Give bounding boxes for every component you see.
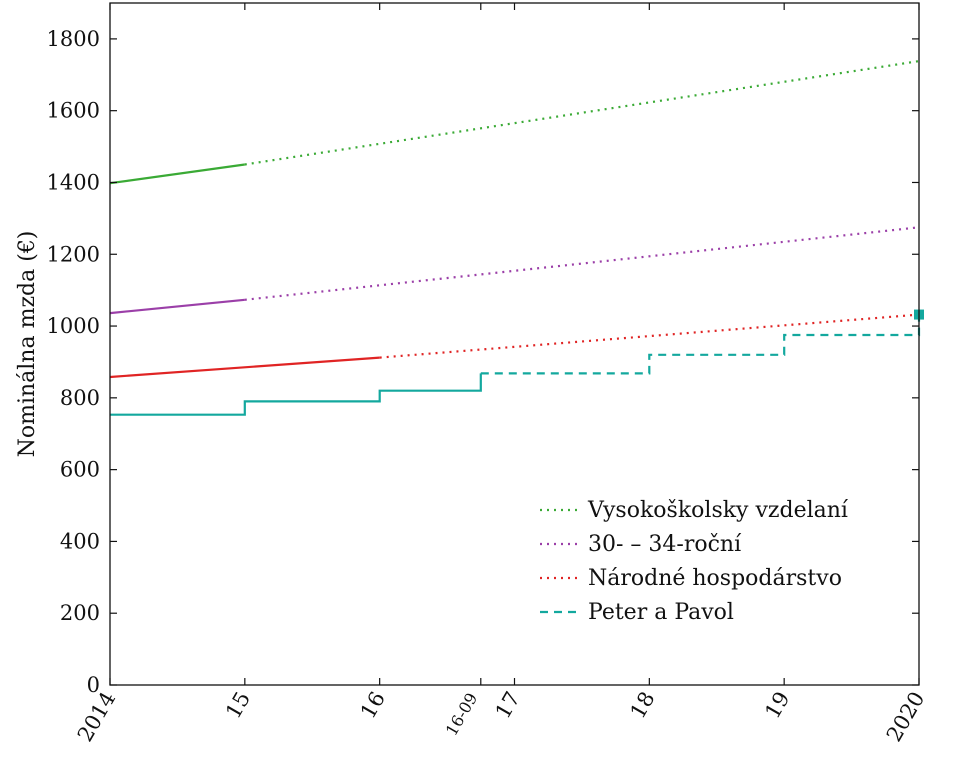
series-peter-a-pavol-actual-line [110, 373, 482, 416]
y-tick-label: 1000 [47, 314, 100, 338]
series-narodne-hospodarstvo-actual-line [109, 356, 380, 379]
y-tick-label: 800 [60, 386, 100, 410]
x-tick-label: 16-09 [442, 690, 482, 739]
x-tick-label: 19 [760, 688, 794, 723]
series-vysokoskolsky-vzdelani-actual-line [109, 163, 245, 185]
x-tick-label: 2014 [73, 688, 121, 746]
series-peter-a-pavol-projected-line [480, 314, 921, 375]
series-30-34-rocni-projected-line [244, 226, 920, 301]
y-tick-label: 1800 [47, 27, 100, 51]
x-tick-label: 16 [356, 688, 390, 723]
y-tick-label: 0 [87, 673, 100, 697]
legend-label-30-34-rocni: 30- – 34-roční [588, 532, 742, 557]
y-tick-label: 600 [60, 458, 100, 482]
y-tick-label: 200 [60, 601, 100, 625]
x-tick-label: 15 [221, 688, 255, 723]
x-tick-label: 17 [491, 688, 525, 723]
legend-label-narodne-hospodarstvo: Národné hospodárstvo [588, 566, 842, 591]
series-layer [109, 60, 924, 416]
legend-label-vysokoskolsky-vzdelani: Vysokoškolsky vzdelaní [587, 498, 849, 523]
y-tick-label: 1600 [47, 99, 100, 123]
y-axis-label: Nominálna mzda (€) [15, 231, 40, 458]
legend-label-peter-a-pavol: Peter a Pavol [588, 600, 734, 625]
y-tick-label: 1400 [47, 170, 100, 194]
series-30-34-rocni-actual-line [109, 298, 245, 315]
legend: Vysokoškolsky vzdelaní 30- – 34-roční Náro… [540, 498, 849, 625]
x-tick-label: 2020 [882, 688, 930, 746]
y-tick-label: 400 [60, 529, 100, 553]
series-vysokoskolsky-vzdelani-projected-line [244, 60, 920, 166]
y-tick-label: 1200 [47, 242, 100, 266]
x-tick-label: 18 [626, 688, 660, 723]
